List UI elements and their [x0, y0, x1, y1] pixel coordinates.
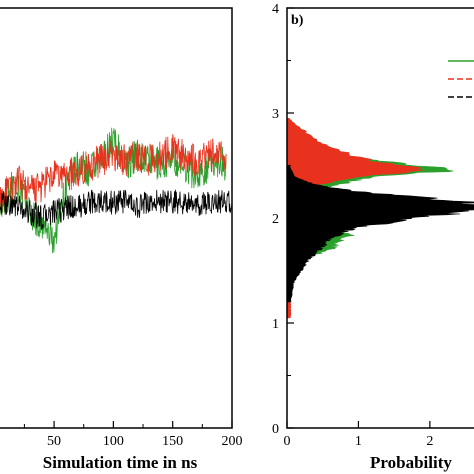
- panel-a-ticks: 50 100 150 200: [23, 421, 243, 449]
- panel-b-y-tick-label: 2: [272, 212, 279, 227]
- panel-b-x-tick-label: 0: [284, 434, 291, 449]
- panel-a-trace-1: [0, 134, 227, 215]
- panel-a-trace-2: [0, 189, 233, 230]
- panel-a-traces: [0, 127, 233, 254]
- panel-a-frame: [0, 7, 233, 429]
- panel-a-x-tick-label: 50: [47, 434, 61, 449]
- panel-a-x-tick-label: 150: [162, 434, 183, 449]
- panel-b-y-tick-label: 0: [272, 422, 279, 437]
- panel-b-distribution: 0 1 2 3 4 0 1 2 b) Probability: [272, 2, 474, 472]
- panel-b-label: b): [291, 13, 304, 28]
- panel-b-y-tick-label: 4: [272, 2, 279, 17]
- panel-a-time-series: 50 100 150 200 Simulation time in ns: [0, 7, 243, 472]
- panel-b-ticks: 0 1 2 3 4 0 1 2: [272, 2, 433, 449]
- panel-b-x-tick-label: 2: [426, 434, 433, 449]
- panel-b-x-axis-label: Probability: [370, 453, 452, 472]
- panel-b-y-tick-label: 3: [272, 107, 279, 122]
- panel-b-legend: [448, 60, 474, 98]
- panel-a-x-tick-label: 200: [222, 434, 243, 449]
- panel-b-histogram-2: [286, 165, 474, 303]
- panel-a-x-axis-label: Simulation time in ns: [43, 453, 198, 472]
- panel-a-x-tick-label: 100: [103, 434, 124, 449]
- panel-b-y-tick-label: 1: [272, 317, 279, 332]
- panel-b-histograms: [286, 118, 474, 319]
- panel-b-x-tick-label: 1: [355, 434, 362, 449]
